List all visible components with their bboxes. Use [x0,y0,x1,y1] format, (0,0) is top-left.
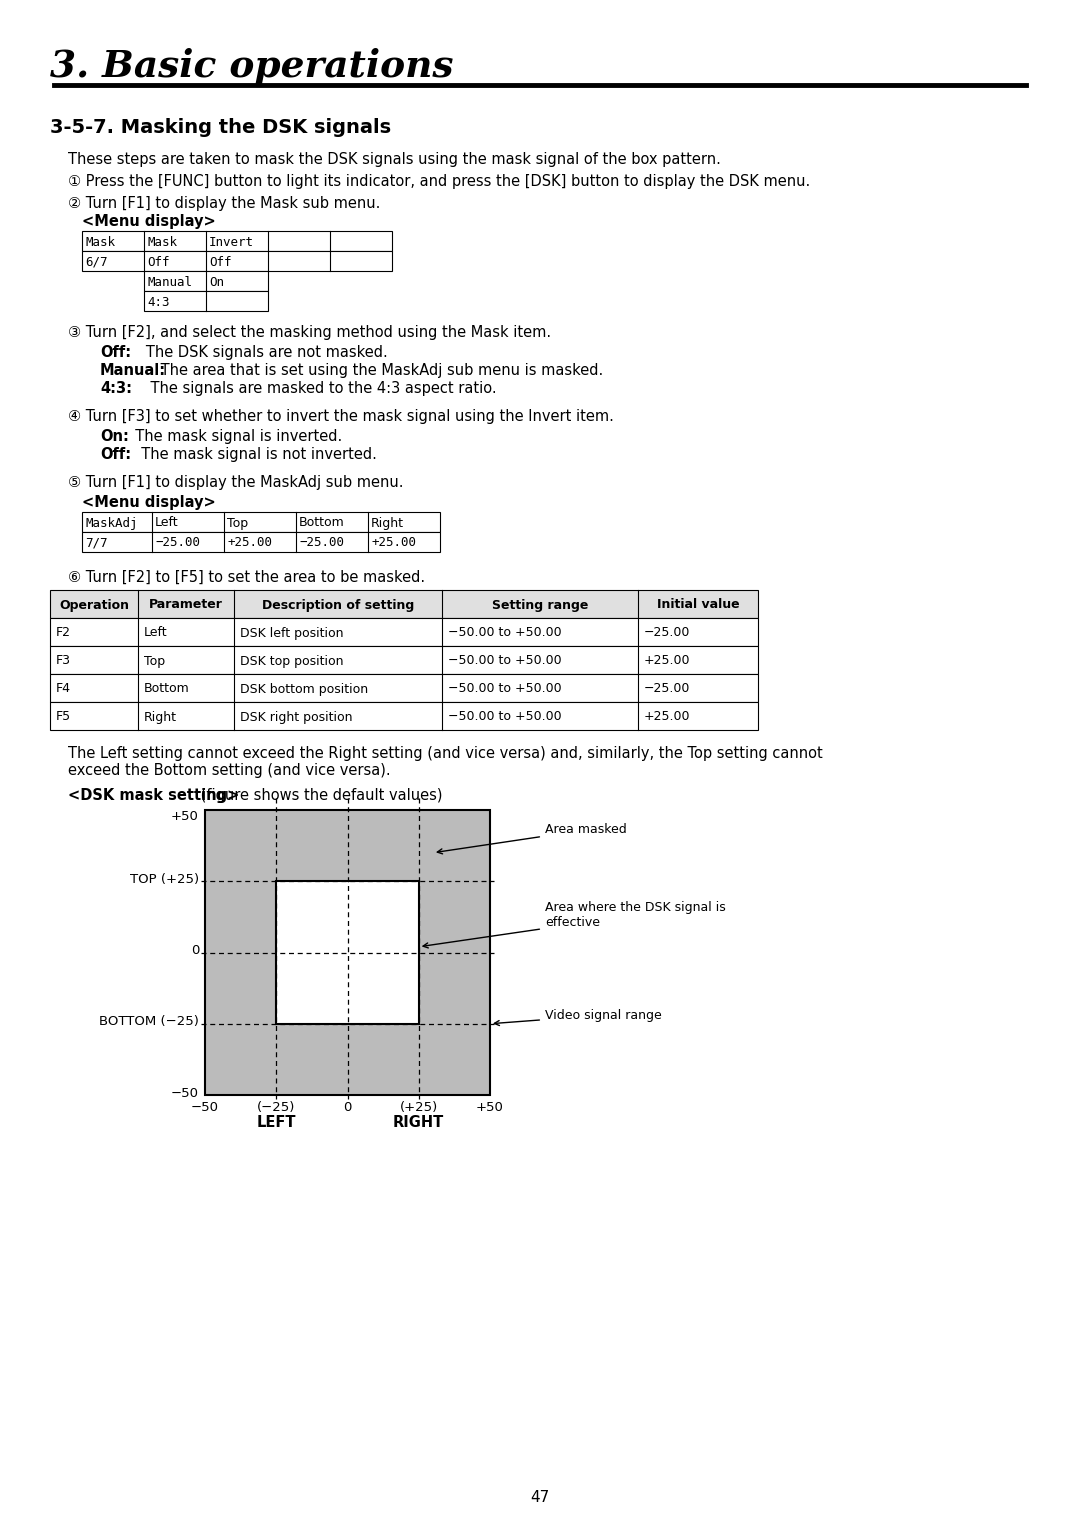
Bar [144,291,268,311]
Text: +25.00: +25.00 [644,654,690,668]
Text: On: On [210,276,224,288]
Text: Operation: Operation [59,599,129,611]
Text: <Menu display>: <Menu display> [82,213,216,229]
Text: The mask signal is inverted.: The mask signal is inverted. [126,428,342,443]
Text: Off:: Off: [100,447,131,462]
Text: On:: On: [100,428,129,443]
Text: +50: +50 [171,809,199,823]
Text: Initial value: Initial value [657,599,740,611]
Text: DSK left position: DSK left position [240,626,343,640]
Bar [82,251,392,271]
Text: Invert: Invert [210,236,254,248]
Text: Setting range: Setting range [491,599,589,611]
Text: 6/7: 6/7 [85,256,108,268]
Text: +50: +50 [476,1100,504,1114]
Bar [50,703,758,730]
Text: Off: Off [210,256,231,268]
Text: TOP (+25): TOP (+25) [130,873,199,885]
Text: +25.00: +25.00 [227,536,272,550]
Text: F5: F5 [56,710,71,724]
Text: −50.00 to +50.00: −50.00 to +50.00 [448,710,562,724]
Text: Off:: Off: [100,344,131,360]
Text: 47: 47 [530,1490,550,1506]
Text: −50: −50 [171,1087,199,1100]
Text: −25.00: −25.00 [644,683,690,695]
Text: −25.00: −25.00 [156,536,200,550]
Bar [50,674,758,703]
Text: 0: 0 [343,1100,352,1114]
Text: ① Press the [FUNC] button to light its indicator, and press the [DSK] button to : ① Press the [FUNC] button to light its i… [68,174,810,189]
Text: The Left setting cannot exceed the Right setting (and vice versa) and, similarly: The Left setting cannot exceed the Right… [68,747,823,779]
Bar [205,809,490,1096]
Bar [276,881,419,1024]
Bar [82,512,440,532]
Text: Description of setting: Description of setting [261,599,414,611]
Text: DSK bottom position: DSK bottom position [240,683,368,695]
Text: Mask: Mask [147,236,177,248]
Text: −50.00 to +50.00: −50.00 to +50.00 [448,683,562,695]
Text: Left: Left [156,517,178,529]
Text: The mask signal is not inverted.: The mask signal is not inverted. [132,447,377,462]
Text: <Menu display>: <Menu display> [82,495,216,511]
Text: Parameter: Parameter [149,599,222,611]
Text: −25.00: −25.00 [299,536,345,550]
Text: Video signal range: Video signal range [495,1009,662,1026]
Text: DSK top position: DSK top position [240,654,343,668]
Text: ⑤ Turn [F1] to display the MaskAdj sub menu.: ⑤ Turn [F1] to display the MaskAdj sub m… [68,475,404,491]
Text: −25.00: −25.00 [644,626,690,640]
Text: The DSK signals are not masked.: The DSK signals are not masked. [132,344,388,360]
Bar [82,232,392,251]
Bar [50,590,758,619]
Text: Off: Off [147,256,170,268]
Text: Left: Left [144,626,167,640]
Text: ③ Turn [F2], and select the masking method using the Mask item.: ③ Turn [F2], and select the masking meth… [68,325,551,340]
Text: 4:3: 4:3 [147,296,170,308]
Text: Right: Right [144,710,177,724]
Text: Top: Top [227,517,248,529]
Text: RIGHT: RIGHT [393,1116,444,1129]
Text: Bottom: Bottom [299,517,345,529]
Text: LEFT: LEFT [257,1116,296,1129]
Text: ② Turn [F1] to display the Mask sub menu.: ② Turn [F1] to display the Mask sub menu… [68,197,380,210]
Text: Top: Top [144,654,165,668]
Text: ⑥ Turn [F2] to [F5] to set the area to be masked.: ⑥ Turn [F2] to [F5] to set the area to b… [68,570,426,585]
Text: +25.00: +25.00 [644,710,690,724]
Text: F3: F3 [56,654,71,668]
Bar [50,619,758,646]
Text: F2: F2 [56,626,71,640]
Text: The area that is set using the MaskAdj sub menu is masked.: The area that is set using the MaskAdj s… [156,363,604,378]
Text: These steps are taken to mask the DSK signals using the mask signal of the box p: These steps are taken to mask the DSK si… [68,152,720,168]
Text: F4: F4 [56,683,71,695]
Text: 0: 0 [191,943,199,957]
Text: Right: Right [372,517,404,529]
Bar [82,532,440,552]
Text: Manual: Manual [147,276,192,288]
Text: 3-5-7. Masking the DSK signals: 3-5-7. Masking the DSK signals [50,117,391,137]
Bar [50,646,758,674]
Text: 3. Basic operations: 3. Basic operations [50,47,454,85]
Text: Area masked: Area masked [437,823,626,853]
Text: 4:3:: 4:3: [100,381,132,396]
Text: Bottom: Bottom [144,683,190,695]
Text: (−25): (−25) [257,1100,296,1114]
Text: (figure shows the default values): (figure shows the default values) [195,788,443,803]
Text: (+25): (+25) [400,1100,437,1114]
Text: −50.00 to +50.00: −50.00 to +50.00 [448,626,562,640]
Bar [144,271,268,291]
Text: BOTTOM (−25): BOTTOM (−25) [99,1015,199,1029]
Text: The signals are masked to the 4:3 aspect ratio.: The signals are masked to the 4:3 aspect… [132,381,497,396]
Text: 7/7: 7/7 [85,536,108,550]
Text: −50.00 to +50.00: −50.00 to +50.00 [448,654,562,668]
Text: Mask: Mask [85,236,114,248]
Text: +25.00: +25.00 [372,536,416,550]
Text: −50: −50 [191,1100,219,1114]
Text: MaskAdj: MaskAdj [85,517,137,529]
Text: Area where the DSK signal is
effective: Area where the DSK signal is effective [423,901,726,948]
Text: DSK right position: DSK right position [240,710,352,724]
Text: <DSK mask setting>: <DSK mask setting> [68,788,240,803]
Text: Manual:: Manual: [100,363,166,378]
Text: ④ Turn [F3] to set whether to invert the mask signal using the Invert item.: ④ Turn [F3] to set whether to invert the… [68,408,613,424]
